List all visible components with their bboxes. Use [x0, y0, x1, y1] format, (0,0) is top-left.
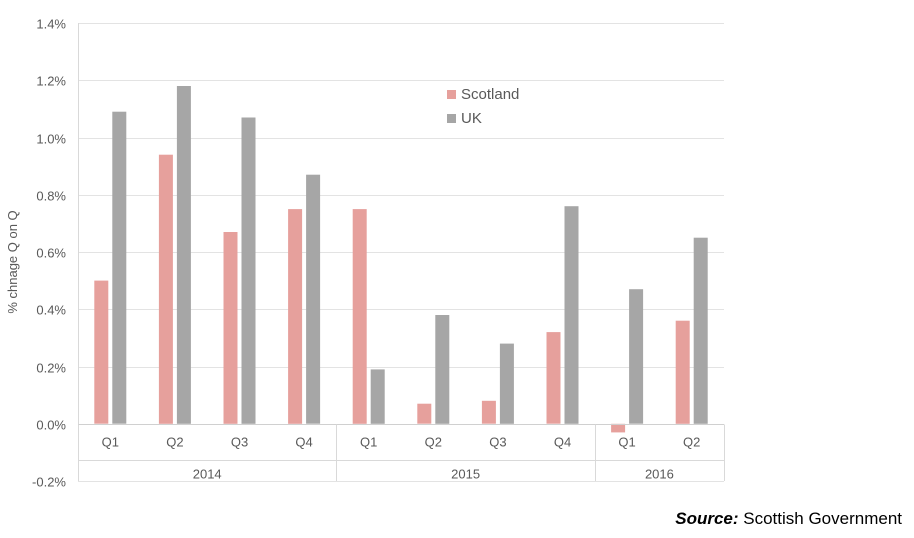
x-group-label: 2016 [645, 467, 674, 482]
bar-uk [370, 369, 385, 424]
bar-uk [435, 315, 450, 424]
x-tick-label: Q4 [295, 435, 312, 450]
bar-uk [241, 117, 256, 424]
chart: -0.2% 0.0% 0.2% 0.4% 0.6% 0.8% 1.0% 1.2% 1.4% Q1… [5, 17, 725, 490]
x-tick-label: Q4 [554, 435, 571, 450]
gridlines [78, 23, 724, 482]
y-tick-label: 1.2% [36, 74, 66, 89]
x-axis: Q1 Q2 Q3 Q4 Q1 Q2 Q3 Q4 Q1 Q2 2014 2015 2016 [78, 424, 725, 482]
bar-uk [629, 289, 644, 424]
x-tick-label: Q3 [231, 435, 248, 450]
y-tick-label: 0.2% [36, 361, 66, 376]
bar-uk [564, 206, 579, 424]
bar-scotland [223, 232, 238, 424]
legend-label: UK [461, 110, 482, 127]
x-tick-label: Q1 [618, 435, 635, 450]
y-tick-label: 1.4% [36, 17, 66, 32]
bar-scotland [94, 280, 109, 424]
y-tick-label: 0.0% [36, 418, 66, 433]
y-axis-label: % chnage Q on Q [5, 210, 20, 313]
legend-swatch [447, 90, 456, 99]
bar-uk [693, 237, 708, 424]
y-tick-label: 0.6% [36, 246, 66, 261]
x-tick-label: Q2 [166, 435, 183, 450]
bar-uk [176, 86, 191, 424]
bar-scotland [288, 209, 303, 424]
x-tick-label: Q2 [425, 435, 442, 450]
legend-swatch [447, 114, 456, 123]
bar-uk [499, 343, 514, 424]
source-label: Source: [675, 509, 739, 528]
source-note: Source: Scottish Government [675, 509, 902, 529]
x-tick-label: Q3 [489, 435, 506, 450]
x-group-label: 2015 [451, 467, 480, 482]
x-tick-label: Q1 [360, 435, 377, 450]
bar-scotland [611, 423, 626, 433]
bar-scotland [352, 209, 367, 424]
y-tick-label: 0.8% [36, 189, 66, 204]
bar-uk [306, 174, 321, 424]
y-tick-label: -0.2% [32, 475, 66, 490]
legend-label: Scotland [461, 86, 519, 103]
bar-scotland [481, 400, 496, 424]
legend: Scotland UK [447, 86, 519, 127]
bar-scotland [417, 403, 432, 424]
x-group-label: 2014 [193, 467, 222, 482]
bar-scotland [546, 332, 561, 424]
source-text: Scottish Government [738, 509, 902, 528]
bar-scotland [158, 154, 173, 424]
y-tick-label: 1.0% [36, 132, 66, 147]
y-axis-tick-labels: -0.2% 0.0% 0.2% 0.4% 0.6% 0.8% 1.0% 1.2% 1.4% [32, 17, 66, 490]
x-tick-label: Q2 [683, 435, 700, 450]
bars [94, 86, 708, 433]
x-tick-label: Q1 [102, 435, 119, 450]
bar-scotland [675, 320, 690, 424]
y-tick-label: 0.4% [36, 303, 66, 318]
bar-uk [112, 111, 127, 424]
